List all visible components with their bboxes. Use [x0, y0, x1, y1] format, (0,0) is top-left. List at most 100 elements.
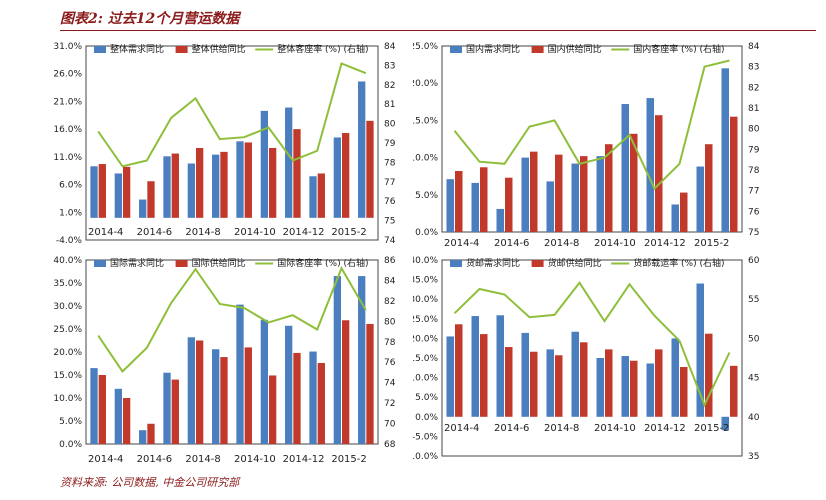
y-right-tick-label: 84 — [384, 276, 396, 286]
supply-bar — [680, 192, 688, 232]
chart-svg: 40.0% 35.0% 30.0% 25.0% 20.0% 15.0% 10.0% 5.0% 0… — [53, 256, 396, 465]
legend-label: 整体供给同比 — [192, 43, 246, 55]
supply-bar — [630, 360, 638, 417]
chart-svg: 31.0% 26.0% 21.0% 16.0% 11.0% 6.0% 1.0% -4.0% 84… — [53, 42, 396, 246]
x-tick-label: 2014-10 — [594, 423, 636, 434]
supply-bar — [530, 351, 538, 417]
demand-bar — [187, 163, 195, 218]
demand-bar — [696, 283, 704, 417]
y-right-tick-label: 78 — [748, 166, 760, 176]
y-left-tick-label: 10.0% — [413, 374, 438, 384]
y-left-tick-label: 25.0% — [53, 325, 82, 335]
demand-bar — [333, 137, 341, 218]
figure-title: 图表2: 过去12个月营运数据 — [60, 11, 240, 27]
demand-bar — [496, 208, 504, 232]
y-right-tick-label: 77 — [748, 187, 759, 197]
supply-bar — [171, 379, 179, 444]
load-factor-line — [453, 59, 730, 191]
supply-bar — [605, 349, 613, 417]
legend-swatch — [175, 260, 188, 267]
supply-bar — [655, 115, 663, 232]
x-tick-label: 2014-12 — [644, 423, 686, 434]
supply-bar — [480, 334, 488, 417]
demand-bar — [212, 349, 220, 444]
y-right-tick-label: 80 — [384, 120, 396, 130]
demand-bar — [546, 181, 554, 232]
y-right-tick-label: 60 — [748, 256, 760, 266]
y-right-tick-label: 82 — [384, 81, 395, 91]
x-tick-label: 2014-12 — [283, 227, 325, 238]
y-left-tick-label: 25.0% — [413, 42, 438, 52]
supply-bar — [98, 375, 106, 444]
y-left-tick-label: 20.0% — [53, 348, 82, 358]
y-right-tick-label: 81 — [748, 104, 759, 114]
x-tick-label: 2014-10 — [234, 227, 276, 238]
supply-bar — [630, 133, 638, 232]
supply-bar — [269, 147, 277, 218]
demand-bar — [333, 276, 341, 444]
y-left-tick-label: 5.0% — [59, 417, 82, 427]
y-left-tick-label: 0.0% — [415, 413, 438, 423]
demand-bar — [571, 331, 579, 417]
x-tick-label: 2014-4 — [444, 238, 479, 249]
demand-bar — [721, 68, 729, 232]
demand-bar — [671, 338, 679, 417]
demand-bar — [646, 363, 654, 417]
y-right-tick-label: 81 — [384, 100, 395, 110]
title-divider — [60, 30, 816, 31]
supply-bar — [98, 164, 106, 218]
x-tick-label: 2014-8 — [185, 227, 220, 238]
x-tick-label: 2014-10 — [594, 238, 636, 249]
plot-frame — [441, 259, 743, 457]
supply-bar — [480, 167, 488, 232]
demand-bar — [446, 336, 454, 417]
plot-frame — [85, 45, 379, 241]
demand-bar — [309, 176, 317, 218]
supply-bar — [244, 142, 252, 218]
demand-bar — [114, 388, 122, 444]
legend-label: 国际客座率 (%) (右轴) — [277, 257, 368, 269]
y-left-tick-label: 20.0% — [413, 334, 438, 344]
y-right-tick-label: 86 — [384, 256, 396, 266]
supply-bar — [317, 363, 325, 444]
legend-label: 国内客座率 (%) (右轴) — [633, 43, 724, 55]
supply-bar — [655, 349, 663, 417]
demand-bar — [309, 351, 317, 444]
demand-bar — [596, 156, 604, 232]
y-right-tick-label: 84 — [384, 42, 396, 52]
y-left-tick-label: -5.0% — [413, 432, 438, 442]
supply-bar — [147, 423, 155, 444]
legend-swatch — [531, 260, 544, 267]
x-tick-label: 2014-8 — [185, 454, 220, 465]
demand-bar — [646, 98, 654, 232]
legend-label: 国内供给同比 — [548, 43, 602, 55]
demand-bar — [236, 141, 244, 218]
y-left-tick-label: 25.0% — [413, 315, 438, 325]
demand-bar — [139, 430, 147, 444]
y-right-tick-label: 76 — [384, 197, 396, 207]
supply-bar — [244, 347, 252, 444]
y-left-tick-label: 6.0% — [59, 181, 82, 191]
x-tick-label: 2015-2 — [331, 227, 366, 238]
demand-bar — [90, 166, 98, 218]
x-tick-label: 2014-12 — [644, 238, 686, 249]
x-tick-label: 2014-10 — [234, 454, 276, 465]
demand-bar — [90, 368, 98, 444]
supply-bar — [530, 151, 538, 232]
y-left-tick-label: 40.0% — [413, 256, 438, 266]
demand-bar — [358, 81, 366, 218]
demand-bar — [471, 182, 479, 232]
x-tick-label: 2014-6 — [494, 238, 529, 249]
supply-bar — [730, 365, 738, 417]
y-right-tick-label: 76 — [384, 358, 396, 368]
demand-bar — [358, 276, 366, 444]
legend-label: 国际供给同比 — [192, 257, 246, 269]
y-right-tick-label: 74 — [384, 379, 396, 389]
y-left-tick-label: 5.0% — [415, 393, 438, 403]
y-right-tick-label: 80 — [748, 125, 760, 135]
y-left-tick-label: 15.0% — [53, 371, 82, 381]
y-left-tick-label: 35.0% — [53, 279, 82, 289]
legend-swatch — [450, 260, 462, 267]
y-left-tick-label: -10.0% — [413, 452, 438, 462]
supply-bar — [705, 333, 713, 417]
